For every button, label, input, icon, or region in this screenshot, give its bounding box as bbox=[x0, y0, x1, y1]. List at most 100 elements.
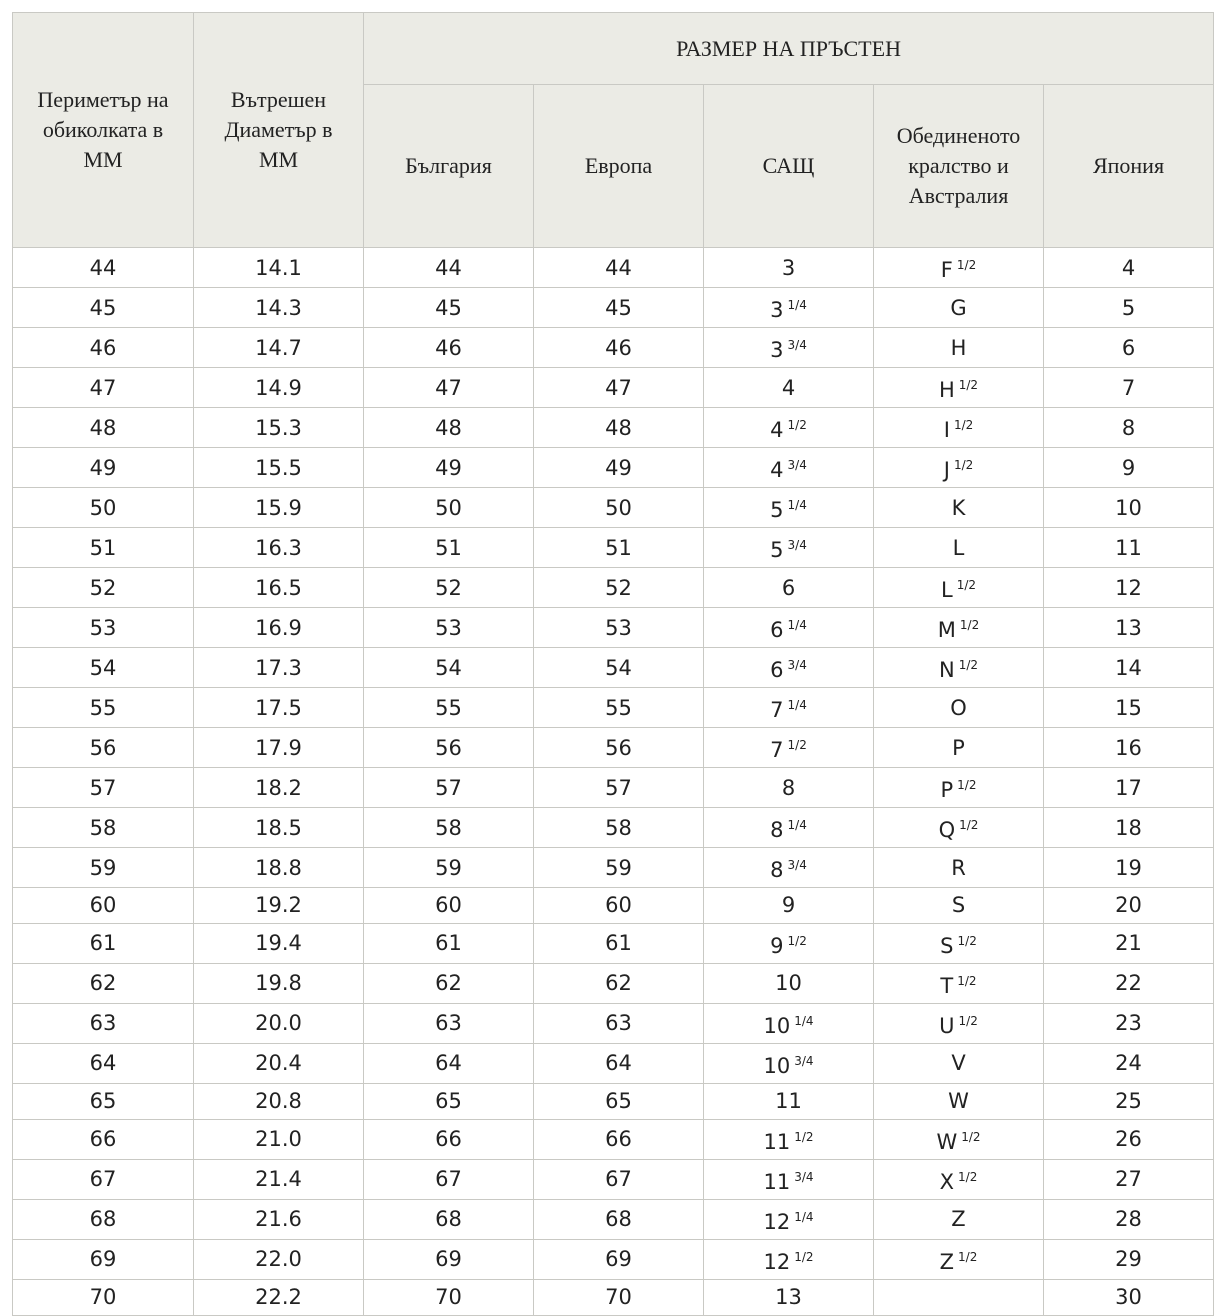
table-cell: 18.5 bbox=[193, 807, 364, 848]
table-cell: V bbox=[873, 1042, 1044, 1084]
cell-value: Z bbox=[939, 1249, 955, 1274]
header-cell: САЩ bbox=[703, 84, 874, 248]
table-cell: 8 bbox=[1042, 407, 1215, 448]
table-cell: 14.7 bbox=[193, 327, 364, 368]
cell-value: 8 bbox=[770, 818, 784, 842]
table-row: 67 21.4 67 67 11 3/4 X 1/2 27 bbox=[12, 1158, 1215, 1200]
cell-fraction: 1/2 bbox=[957, 973, 977, 988]
table-cell: 19 bbox=[1042, 847, 1215, 888]
cell-value: 10 bbox=[763, 1013, 791, 1038]
table-cell: 48 bbox=[533, 407, 704, 448]
table-cell: 54 bbox=[363, 647, 534, 688]
cell-fraction: 1/2 bbox=[787, 418, 807, 432]
table-cell: 5 1/4 bbox=[703, 487, 874, 528]
cell-fraction: 1/4 bbox=[787, 618, 807, 632]
table-cell: 6 1/4 bbox=[703, 607, 874, 648]
table-cell: M 1/2 bbox=[873, 607, 1044, 648]
cell-fraction: 1/2 bbox=[958, 1249, 978, 1264]
cell-value: 5 bbox=[770, 498, 784, 522]
header-cell: Европа bbox=[533, 84, 704, 248]
table-cell: 62 bbox=[363, 962, 534, 1004]
table-cell: 21.6 bbox=[193, 1198, 364, 1240]
table-cell: 62 bbox=[12, 962, 194, 1004]
table-cell: 16 bbox=[1042, 727, 1215, 768]
table-cell: 11 bbox=[703, 1082, 874, 1120]
table-cell: Z 1/2 bbox=[873, 1238, 1044, 1280]
table-cell: 4 bbox=[1042, 247, 1215, 288]
cell-fraction: 3/4 bbox=[794, 1053, 814, 1068]
cell-fraction: 1/2 bbox=[957, 778, 977, 792]
table-cell: 69 bbox=[533, 1238, 704, 1280]
table-cell: 52 bbox=[533, 567, 704, 608]
table-row: 51 16.3 51 51 5 3/4 L 11 bbox=[12, 527, 1215, 568]
table-row: 46 14.7 46 46 3 3/4 H 6 bbox=[12, 327, 1215, 368]
table-cell: 16.5 bbox=[193, 567, 364, 608]
table-cell: 45 bbox=[533, 287, 704, 328]
cell-value: 4 bbox=[770, 418, 784, 442]
table-cell: 21.4 bbox=[193, 1158, 364, 1200]
header-cell: Вътрешен Диаметър в ММ bbox=[193, 12, 364, 248]
cell-value: N bbox=[938, 658, 955, 682]
cell-fraction: 1/4 bbox=[794, 1013, 814, 1028]
table-cell: 62 bbox=[533, 962, 704, 1004]
table-cell: 63 bbox=[12, 1002, 194, 1044]
table-cell: 67 bbox=[363, 1158, 534, 1200]
table-cell: 15 bbox=[1042, 687, 1215, 728]
table-cell: 52 bbox=[12, 567, 194, 608]
table-cell: 66 bbox=[533, 1118, 704, 1160]
table-cell: 68 bbox=[12, 1198, 194, 1240]
table-row: 64 20.4 64 64 10 3/4 V 24 bbox=[12, 1042, 1215, 1084]
table-cell: 11 1/2 bbox=[703, 1118, 874, 1160]
table-cell: P 1/2 bbox=[873, 767, 1044, 808]
cell-value: 6 bbox=[770, 618, 784, 642]
cell-fraction: 1/4 bbox=[787, 498, 807, 512]
table-cell: 50 bbox=[533, 487, 704, 528]
table-cell: 55 bbox=[533, 687, 704, 728]
cell-value: 3 bbox=[770, 338, 784, 362]
table-cell: 19.8 bbox=[193, 962, 364, 1004]
cell-fraction: 1/2 bbox=[959, 618, 980, 632]
table-cell: 16.3 bbox=[193, 527, 364, 568]
table-cell: 13 bbox=[1042, 607, 1215, 648]
table-cell: N 1/2 bbox=[873, 647, 1044, 688]
cell-fraction: 1/2 bbox=[961, 1129, 981, 1144]
table-cell: 19.4 bbox=[193, 922, 364, 964]
table-cell: Q 1/2 bbox=[873, 807, 1044, 848]
table-cell: 61 bbox=[12, 922, 194, 964]
table-cell: 54 bbox=[533, 647, 704, 688]
table-cell: 65 bbox=[363, 1082, 534, 1120]
cell-value: 7 bbox=[770, 738, 784, 762]
table-cell: W 1/2 bbox=[873, 1118, 1044, 1160]
cell-value: S bbox=[940, 933, 954, 958]
cell-fraction: 1/2 bbox=[953, 458, 974, 472]
table-cell: 70 bbox=[363, 1278, 534, 1316]
table-cell: 12 1/4 bbox=[703, 1198, 874, 1240]
table-cell: S 1/2 bbox=[873, 922, 1044, 964]
cell-value: 6 bbox=[770, 658, 784, 682]
table-cell: 53 bbox=[363, 607, 534, 648]
table-cell: 30 bbox=[1042, 1278, 1215, 1316]
table-cell: 47 bbox=[12, 367, 194, 408]
table-row: 55 17.5 55 55 7 1/4 O 15 bbox=[12, 687, 1215, 728]
table-cell: J 1/2 bbox=[873, 447, 1044, 488]
cell-value: T bbox=[940, 973, 954, 998]
group-header: РАЗМЕР НА ПРЪСТЕН bbox=[362, 12, 1215, 85]
table-cell: 22.2 bbox=[193, 1278, 364, 1316]
table-cell: 58 bbox=[363, 807, 534, 848]
cell-fraction: 1/2 bbox=[959, 818, 979, 832]
table-cell: 9 bbox=[703, 887, 874, 924]
table-cell: 50 bbox=[363, 487, 534, 528]
table-cell: 44 bbox=[12, 247, 194, 288]
empty-cell bbox=[873, 1278, 1044, 1316]
table-cell: F 1/2 bbox=[873, 247, 1044, 288]
table-cell: 51 bbox=[12, 527, 194, 568]
table-row: 58 18.5 58 58 8 1/4 Q 1/2 18 bbox=[12, 807, 1215, 848]
table-cell: 57 bbox=[12, 767, 194, 808]
table-row: 62 19.8 62 62 10 T 1/2 22 bbox=[12, 962, 1215, 1004]
table-cell: R bbox=[873, 847, 1044, 888]
cell-value: 11 bbox=[763, 1129, 791, 1154]
table-cell: 20.0 bbox=[193, 1002, 364, 1044]
table-cell: 54 bbox=[12, 647, 194, 688]
table-cell: 52 bbox=[363, 567, 534, 608]
table-cell: 21 bbox=[1042, 922, 1215, 964]
